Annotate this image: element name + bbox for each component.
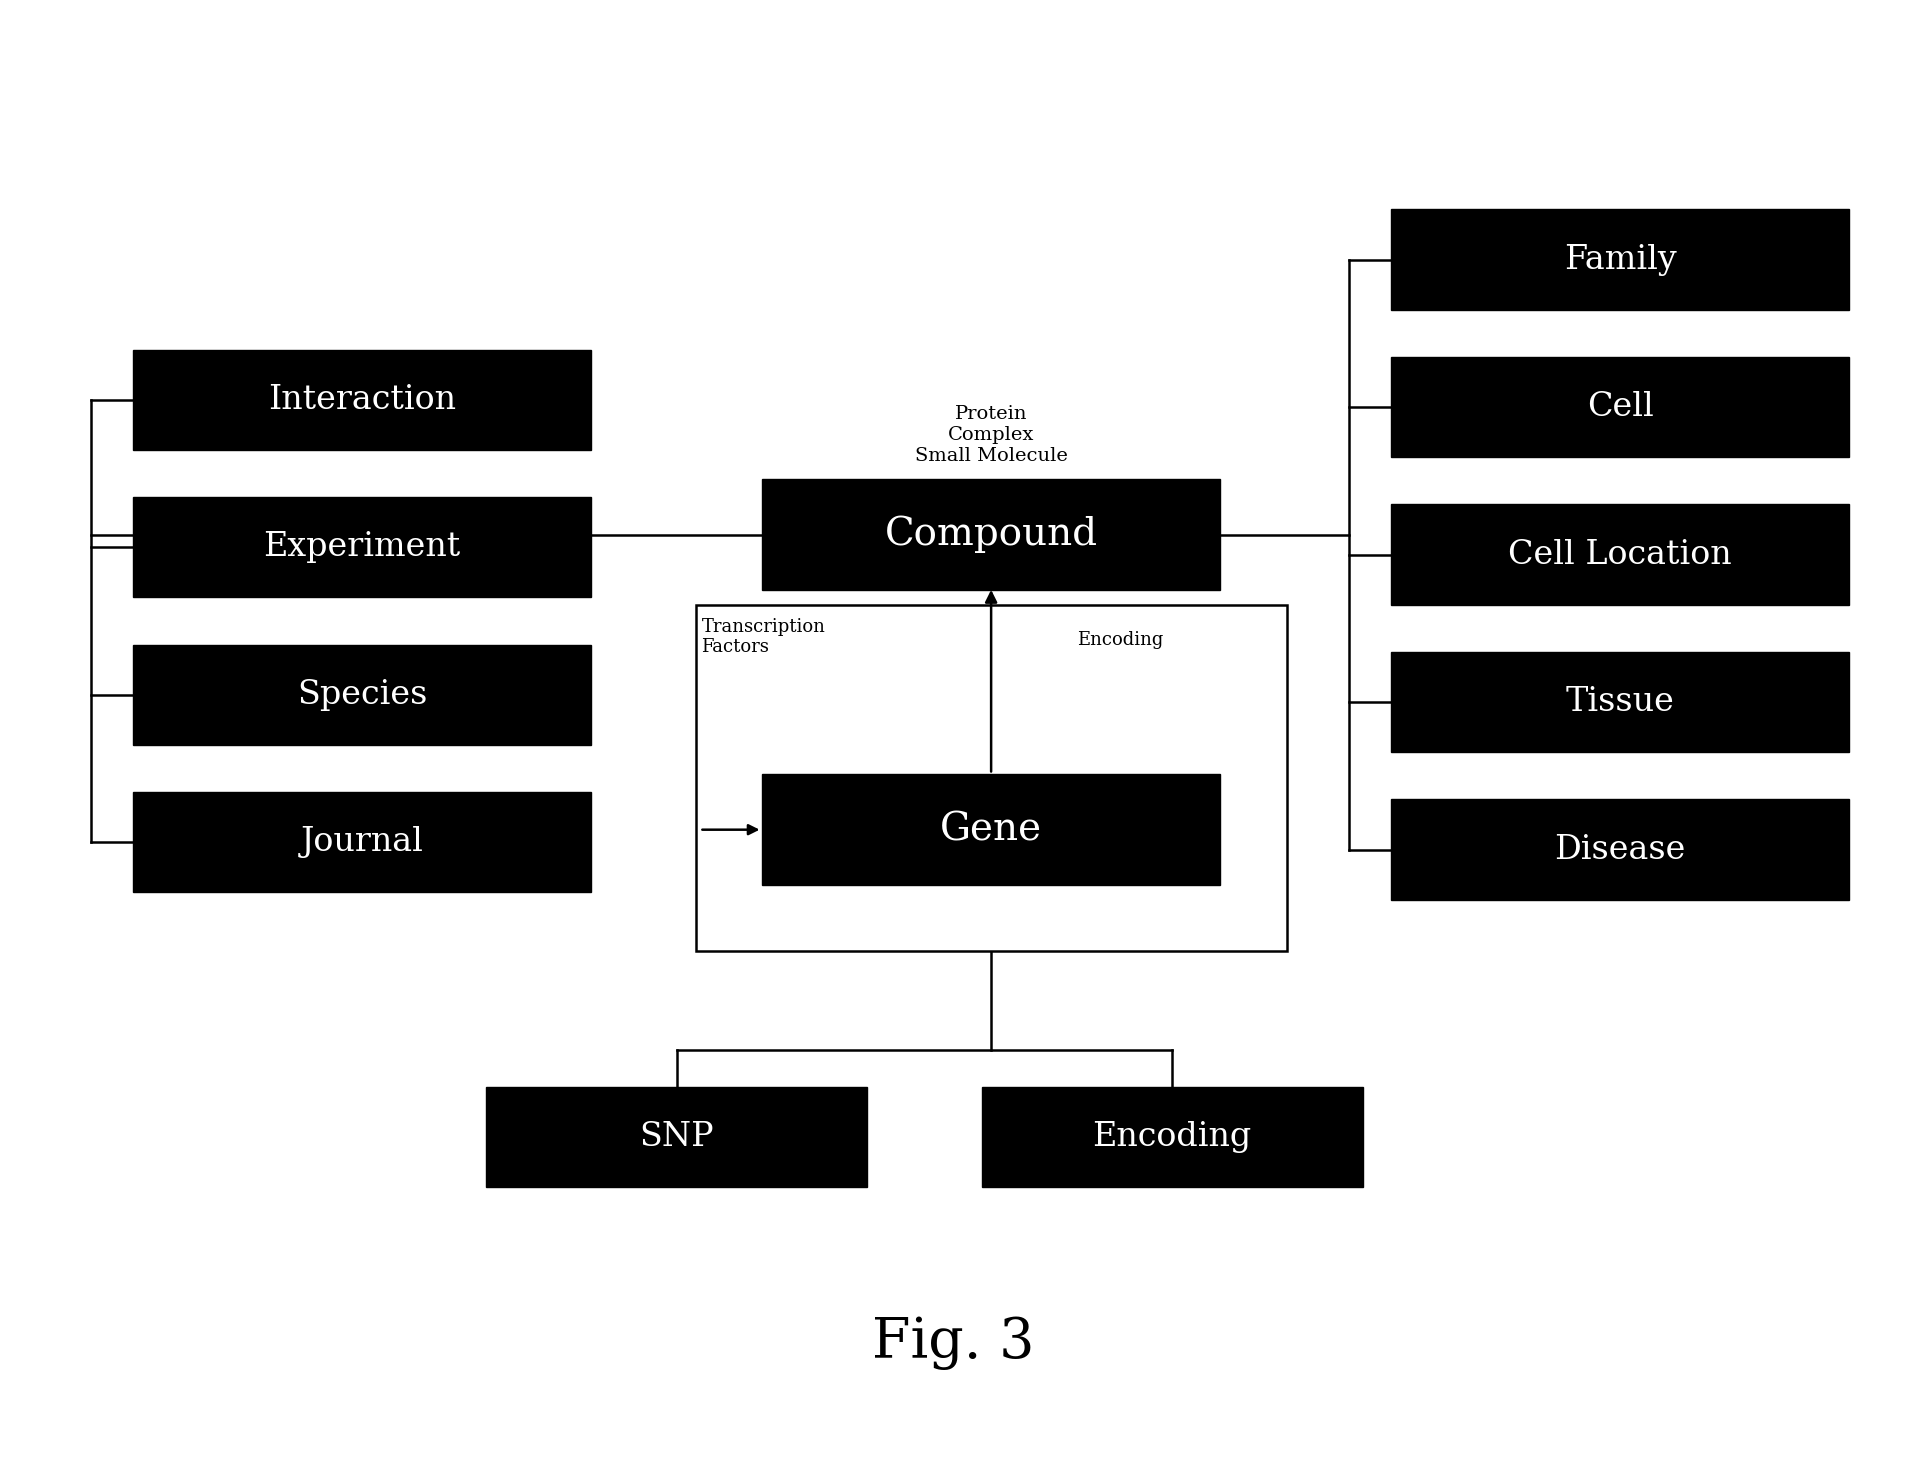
Bar: [1391, 799, 1848, 900]
Bar: [486, 1087, 867, 1187]
Bar: [1391, 357, 1848, 457]
Bar: [133, 792, 591, 892]
Text: Cell: Cell: [1585, 391, 1654, 423]
Text: Encoding: Encoding: [1092, 1121, 1252, 1153]
Bar: [133, 497, 591, 597]
Bar: [981, 1087, 1362, 1187]
Text: SNP: SNP: [638, 1121, 714, 1153]
Text: Family: Family: [1562, 243, 1676, 276]
Text: Interaction: Interaction: [269, 384, 455, 416]
Bar: [762, 774, 1219, 885]
Text: Fig. 3: Fig. 3: [871, 1314, 1034, 1370]
Text: Protein
Complex
Small Molecule: Protein Complex Small Molecule: [914, 406, 1067, 465]
Text: Compound: Compound: [884, 516, 1097, 553]
Text: Species: Species: [297, 678, 427, 711]
Text: Gene: Gene: [939, 811, 1042, 848]
Text: Tissue: Tissue: [1564, 686, 1674, 718]
Text: Journal: Journal: [301, 826, 423, 858]
Text: Transcription
Factors: Transcription Factors: [701, 618, 825, 656]
Text: Disease: Disease: [1554, 833, 1684, 866]
Bar: [1391, 652, 1848, 752]
Bar: [1391, 504, 1848, 605]
Text: Cell Location: Cell Location: [1507, 538, 1732, 571]
Text: Encoding: Encoding: [1076, 631, 1162, 649]
Bar: [133, 350, 591, 450]
Bar: [695, 605, 1286, 951]
Text: Experiment: Experiment: [263, 531, 461, 563]
Bar: [133, 645, 591, 745]
Bar: [762, 479, 1219, 590]
Bar: [1391, 209, 1848, 310]
